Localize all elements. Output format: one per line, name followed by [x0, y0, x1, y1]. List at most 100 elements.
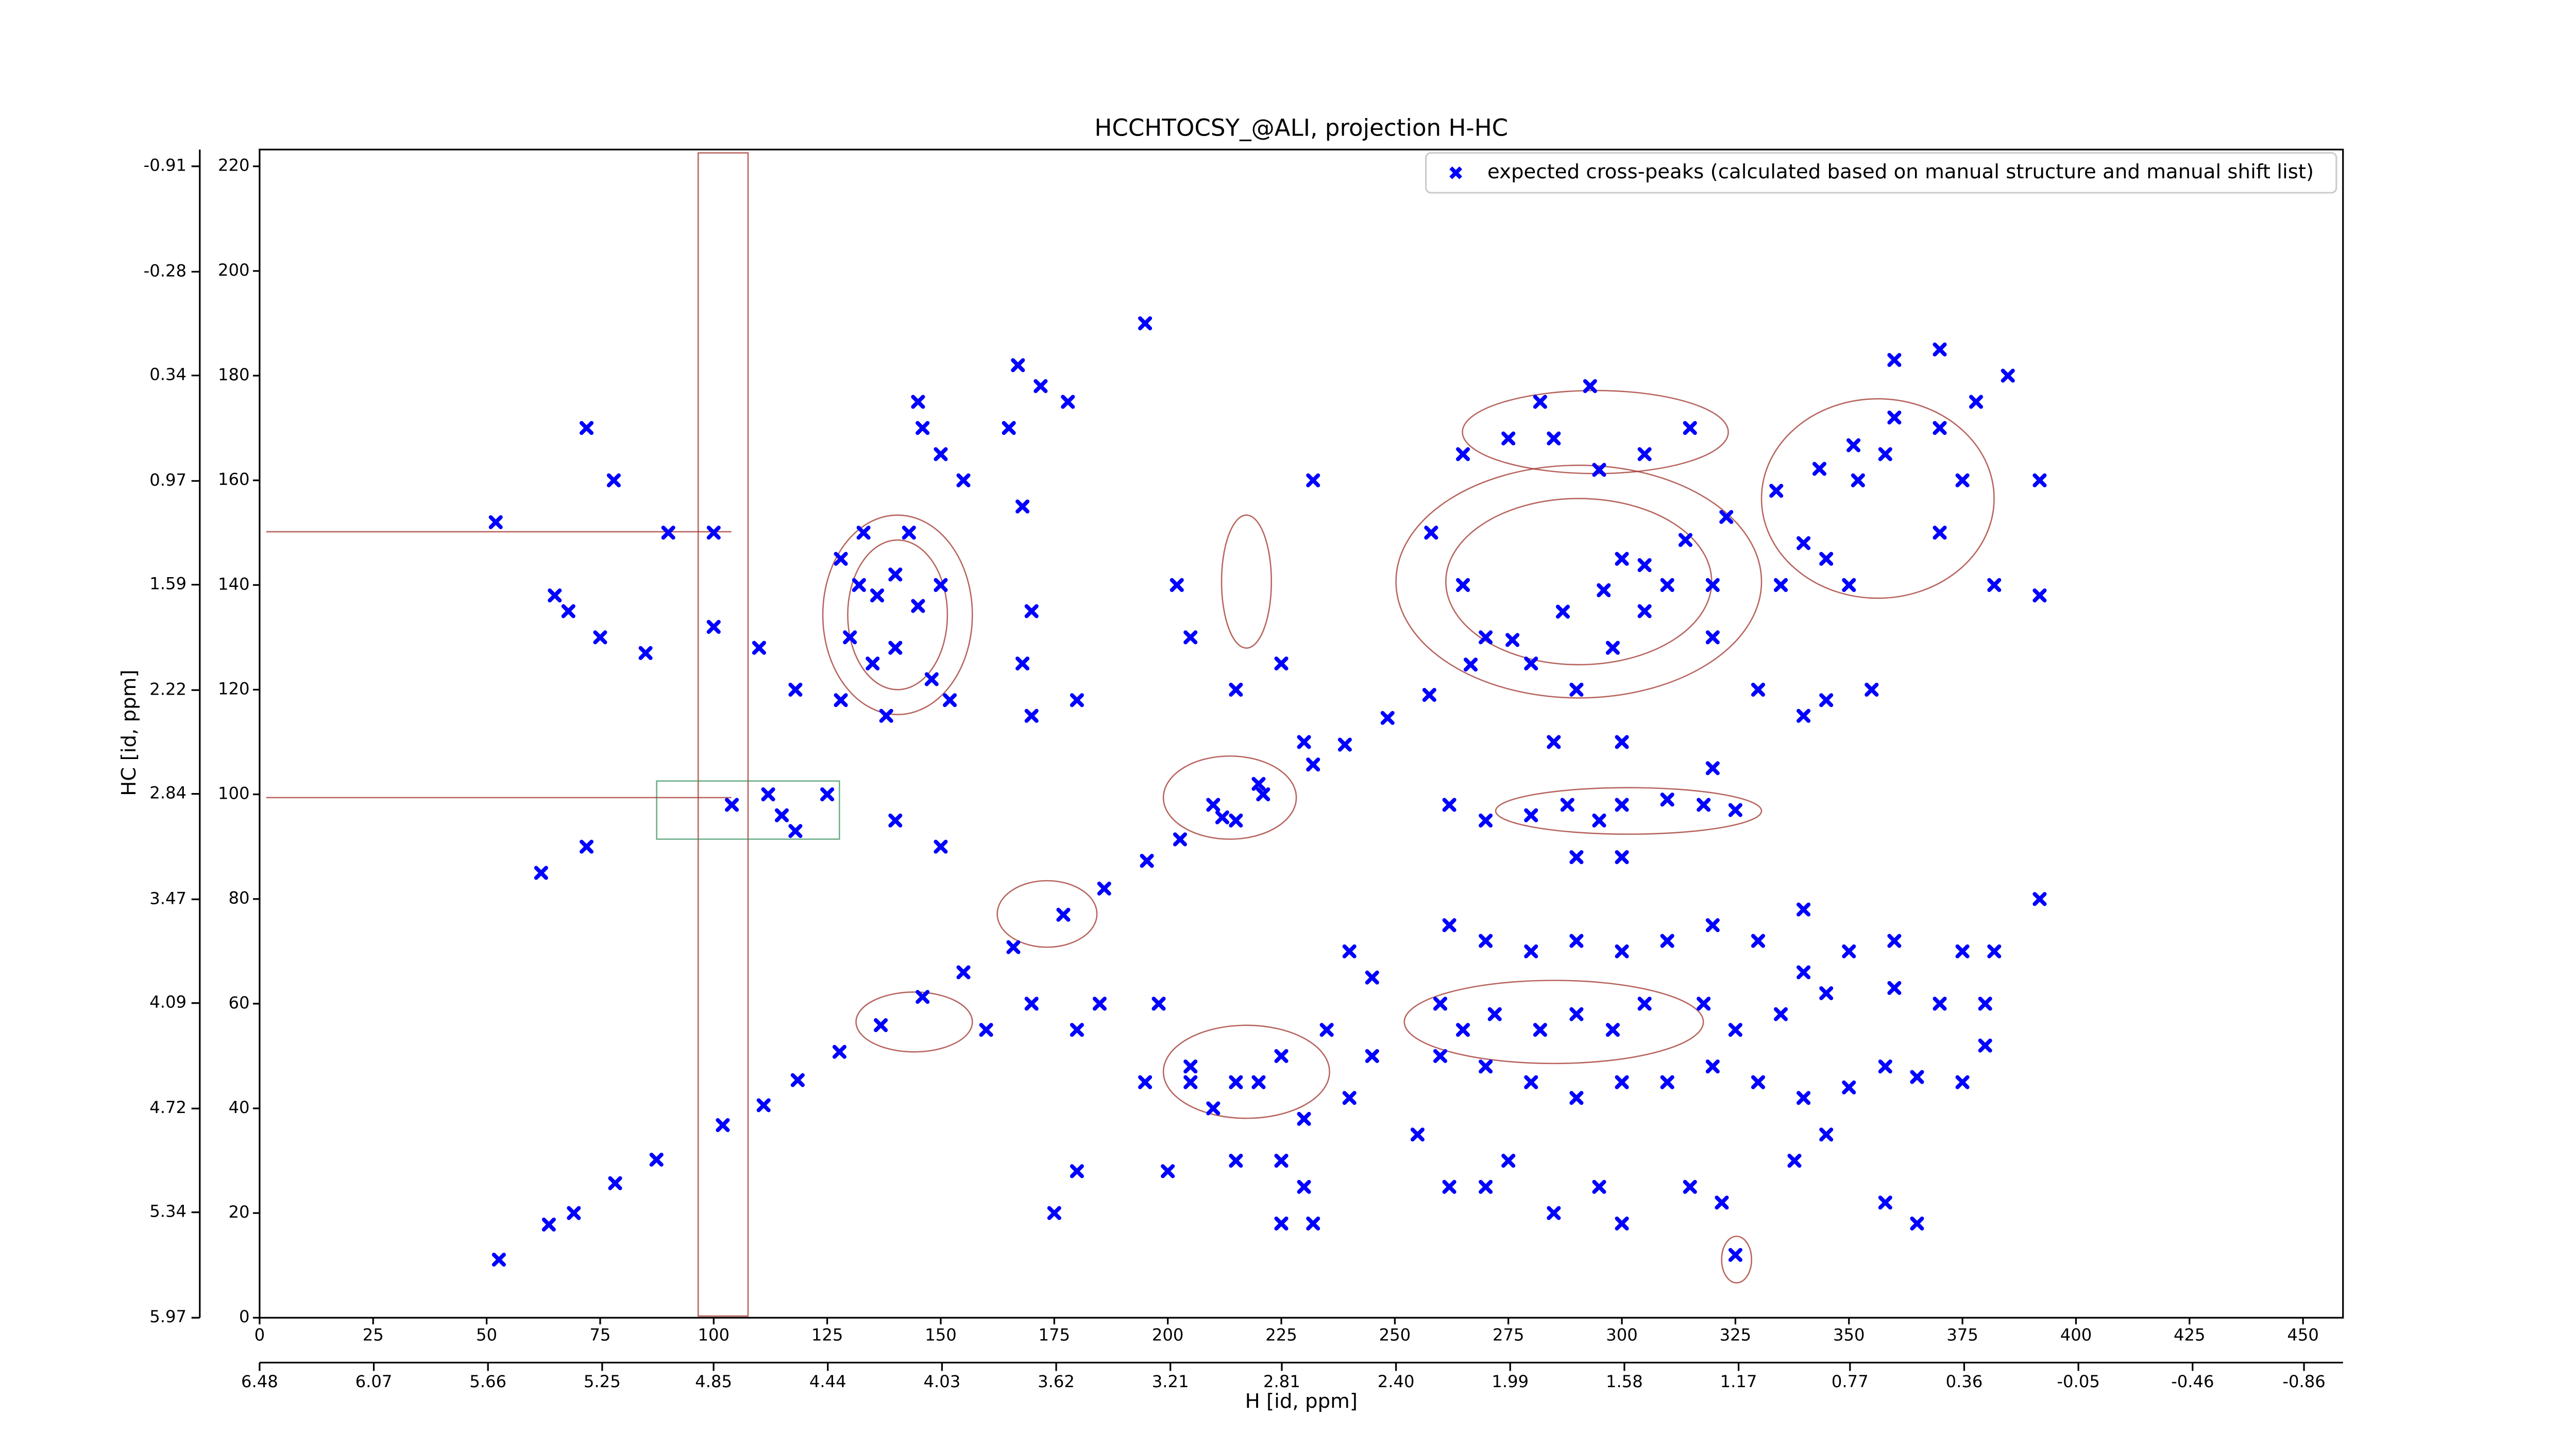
legend-box — [1425, 152, 2337, 194]
cross-peak — [1787, 1153, 1802, 1168]
cross-peak — [1592, 463, 1606, 477]
cross-peak — [1456, 1023, 1470, 1037]
cross-peak — [1011, 358, 1025, 373]
cross-peak — [843, 630, 857, 645]
cross-peak — [579, 421, 594, 435]
cross-peak — [1887, 981, 1902, 995]
cross-peak — [1342, 944, 1357, 958]
x2-tick-label: 5.25 — [584, 1372, 621, 1391]
cross-peak — [1524, 944, 1538, 958]
cross-peak — [1547, 1206, 1561, 1220]
x-tick-label: 25 — [363, 1325, 384, 1345]
cross-peak — [1006, 940, 1021, 954]
y2-tick-label: 0.34 — [149, 365, 187, 384]
cross-peak — [1505, 633, 1520, 647]
cross-peak — [1615, 551, 1629, 566]
cross-peak — [579, 839, 594, 854]
contours — [266, 152, 1995, 1317]
cross-peak — [834, 693, 848, 707]
y2-tick-label: 0.97 — [149, 470, 187, 490]
cross-peak — [1229, 1075, 1243, 1089]
y-tick-label: 20 — [228, 1202, 249, 1222]
cross-peak — [1433, 1049, 1448, 1063]
cross-peak — [1683, 1180, 1697, 1194]
cross-peak — [1024, 997, 1039, 1011]
cross-peak — [1456, 447, 1470, 461]
cross-peak — [1910, 1070, 1924, 1084]
cross-peak — [1728, 1023, 1742, 1037]
cross-peak — [1728, 1248, 1742, 1262]
x-tick-label: 200 — [1152, 1325, 1184, 1345]
cross-peak — [1092, 997, 1107, 1011]
cross-peak — [1337, 737, 1352, 752]
cross-peak — [608, 1176, 622, 1190]
cross-peak — [1683, 421, 1697, 435]
x2-tick-label: 0.77 — [1832, 1372, 1869, 1391]
y-tick-label: 0 — [239, 1307, 250, 1326]
cross-peak — [756, 1098, 771, 1113]
cross-peak — [1524, 1075, 1538, 1089]
cross-peak — [1442, 798, 1456, 812]
cross-peak — [1024, 709, 1039, 723]
x-tick-label: 175 — [1039, 1325, 1071, 1345]
cross-peak — [1660, 793, 1674, 807]
cross-peak — [1533, 1023, 1547, 1037]
cross-peak — [866, 656, 880, 671]
cross-peak — [911, 599, 925, 613]
x2-tick-label: 2.40 — [1378, 1372, 1415, 1391]
x2-tick-label: 6.07 — [355, 1372, 393, 1391]
cross-peak — [1501, 431, 1516, 446]
cross-peak — [661, 526, 675, 540]
plot-frame — [259, 148, 2344, 1319]
x-tick-label: 350 — [1833, 1325, 1865, 1345]
cross-peak — [1070, 1023, 1084, 1037]
cross-peak — [916, 421, 930, 435]
cross-peak — [934, 578, 948, 592]
cross-peak — [1660, 934, 1674, 948]
cross-peak — [1910, 1216, 1924, 1231]
cross-peak — [790, 1073, 805, 1087]
cross-peak — [1592, 813, 1606, 828]
cross-peak — [1774, 1007, 1788, 1021]
cross-peak — [1697, 798, 1711, 812]
cross-peak — [1842, 578, 1856, 592]
y2-tick-label: 1.59 — [149, 574, 187, 594]
cross-peak — [724, 798, 739, 812]
cross-peak — [1660, 1075, 1674, 1089]
cross-peak — [1697, 997, 1711, 1011]
legend-marker — [1449, 166, 1463, 179]
x2-tick-label: 1.58 — [1606, 1372, 1643, 1391]
cross-peak — [832, 1044, 846, 1059]
cross-peak — [1851, 473, 1865, 487]
cross-peak — [1047, 1206, 1061, 1220]
x2-tick-label: -0.86 — [2282, 1372, 2325, 1391]
cross-peak — [1306, 757, 1320, 772]
cross-peak — [1583, 379, 1597, 393]
cross-peak — [1215, 810, 1229, 824]
cross-peak — [1797, 1091, 1811, 1105]
cross-peak — [1206, 798, 1221, 812]
cross-peak — [548, 588, 562, 603]
y-tick-label: 60 — [228, 993, 249, 1013]
cross-peak — [1297, 1111, 1311, 1126]
cross-peak — [1533, 395, 1547, 409]
x2-tick-label: 4.44 — [809, 1372, 846, 1391]
cross-peak — [1615, 1216, 1629, 1231]
cross-peak — [788, 824, 803, 838]
cross-peak — [1306, 473, 1320, 487]
x-axis-label: H [id, ppm] — [1245, 1390, 1358, 1413]
cross-peak — [879, 709, 893, 723]
cross-peak — [1297, 735, 1311, 749]
cross-peak — [916, 990, 930, 1004]
y2-tick-label: 2.22 — [149, 679, 187, 699]
x-tick-label: 150 — [925, 1325, 957, 1345]
cross-peak — [1274, 1153, 1289, 1168]
cross-peak — [924, 672, 939, 686]
cross-peak — [934, 839, 948, 854]
cross-peak — [1678, 533, 1693, 547]
cross-peak — [1138, 316, 1153, 330]
cross-peak — [911, 395, 925, 409]
cross-peak — [534, 866, 548, 880]
